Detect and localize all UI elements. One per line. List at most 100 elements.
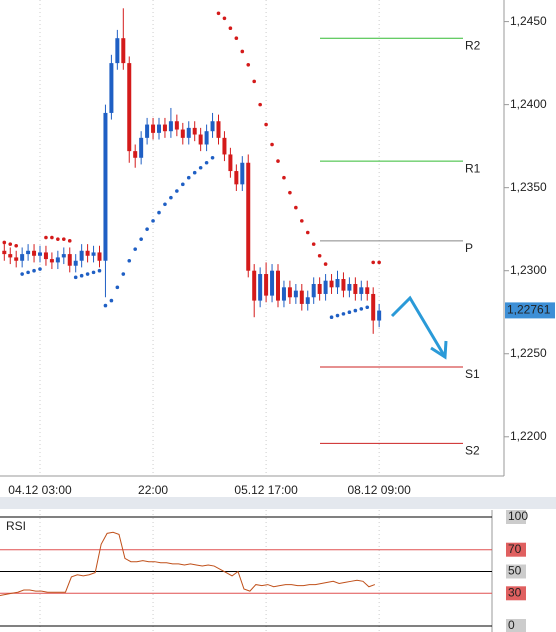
sar-dot <box>133 247 137 251</box>
candle-body <box>85 250 90 256</box>
y-tick-label: 1,2300 <box>510 263 547 277</box>
sar-dot <box>62 237 66 241</box>
sar-dot <box>85 272 90 276</box>
sar-dot <box>38 267 42 271</box>
rsi-level-label: 100 <box>508 509 528 523</box>
sar-dot <box>44 235 48 240</box>
sar-dot <box>288 190 292 195</box>
sar-dot <box>97 268 102 273</box>
sar-dot <box>347 310 352 315</box>
candle-body <box>180 129 185 138</box>
candle-body <box>67 254 72 266</box>
sar-dot <box>246 62 251 67</box>
sar-dot <box>192 170 197 175</box>
sar-dot <box>377 260 381 265</box>
rsi-level-box <box>506 586 526 601</box>
sar-dot <box>32 268 36 273</box>
candle-body <box>216 121 221 138</box>
candle-body <box>299 290 304 304</box>
sar-dot <box>216 11 221 16</box>
sar-dot <box>294 205 298 210</box>
sar-dot <box>73 275 78 280</box>
candle-body <box>38 252 42 256</box>
candle-body <box>186 127 191 138</box>
y-tick-label: 1,2450 <box>510 14 547 28</box>
candle-body <box>210 121 215 132</box>
x-tick-label: 05.12 17:00 <box>234 483 298 497</box>
candle-body <box>109 63 114 113</box>
sar-dot <box>270 142 274 147</box>
candle-body <box>97 252 102 261</box>
sar-dot <box>181 182 185 187</box>
candle-body <box>32 250 37 256</box>
candle-body <box>264 274 269 296</box>
candle-body <box>222 137 227 155</box>
candle-body <box>145 124 150 138</box>
sar-dot <box>109 298 114 303</box>
candle-body <box>61 254 66 258</box>
sar-dot <box>157 210 161 215</box>
sar-dot <box>329 315 334 320</box>
sar-dot <box>169 195 173 200</box>
sar-dot <box>26 270 30 275</box>
candle-body <box>174 121 179 130</box>
candle-body <box>252 270 257 301</box>
candle-body <box>14 257 19 261</box>
candle-body <box>341 279 346 291</box>
sar-dot <box>305 230 310 235</box>
sar-dot <box>8 242 13 246</box>
pivot-label: R2 <box>465 38 481 52</box>
candle-body <box>359 287 364 294</box>
rsi-level-label: 30 <box>508 585 522 599</box>
last-price-label: 1,22761 <box>507 303 551 317</box>
sar-dot <box>121 272 126 276</box>
candle-body <box>157 124 161 133</box>
y-tick-label: 1,2200 <box>510 429 547 443</box>
candle-body <box>198 134 203 145</box>
sar-dot <box>264 122 268 127</box>
x-tick-label: 04.12 03:00 <box>8 483 72 497</box>
candle-body <box>204 131 209 145</box>
panel-separator <box>0 497 556 509</box>
sar-dot <box>300 219 304 223</box>
sar-dot <box>145 227 149 231</box>
candle-body <box>73 260 78 266</box>
sar-dot <box>258 102 262 107</box>
sar-dot <box>14 243 18 248</box>
y-tick-label: 1,2400 <box>510 97 547 111</box>
sar-dot <box>2 240 7 245</box>
candle-body <box>234 171 239 185</box>
pivot-label: S2 <box>465 444 480 458</box>
rsi-level-box <box>506 619 526 632</box>
candle-body <box>133 151 138 158</box>
sar-dot <box>353 308 358 313</box>
candle-body <box>20 254 25 261</box>
candle-body <box>311 283 316 298</box>
sar-dot <box>163 202 167 207</box>
candle-body <box>8 254 13 258</box>
candle-body <box>293 290 298 298</box>
candle-body <box>2 250 7 255</box>
sar-dot <box>365 305 370 310</box>
candle-body <box>49 259 54 263</box>
rsi-line <box>0 531 376 596</box>
rsi-level-box <box>506 564 526 579</box>
sar-dot <box>222 16 227 21</box>
candle-body <box>323 280 328 294</box>
sar-dot <box>198 165 203 170</box>
sar-dot <box>323 262 328 266</box>
candle-body <box>127 63 132 152</box>
rsi-level-box <box>506 542 526 557</box>
sar-dot <box>139 237 143 241</box>
sar-dot <box>276 159 280 163</box>
candle-body <box>228 154 233 172</box>
candle-body <box>329 280 334 288</box>
sar-dot <box>103 303 108 308</box>
sar-dot <box>252 79 256 84</box>
x-tick-label: 22:00 <box>138 483 168 497</box>
sar-dot <box>282 175 286 180</box>
y-tick-label: 1,2250 <box>510 346 547 360</box>
sar-dot <box>20 272 24 276</box>
